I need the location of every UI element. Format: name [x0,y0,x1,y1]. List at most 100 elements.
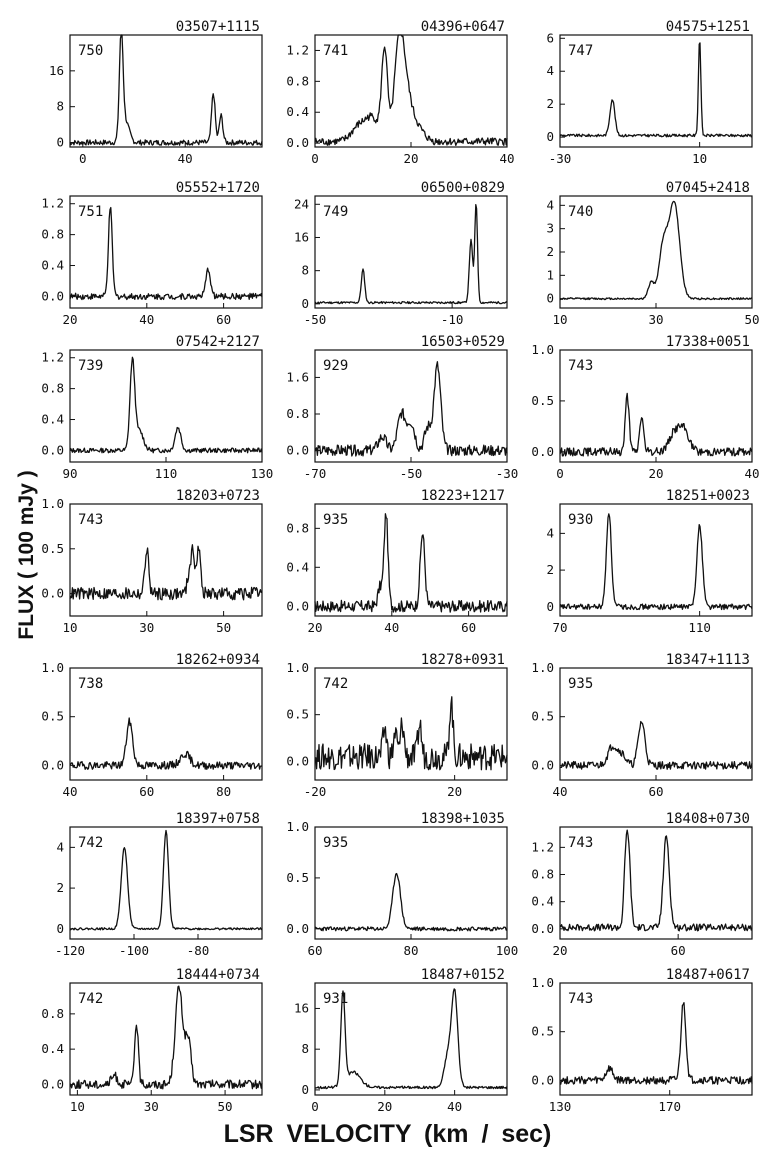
x-tick-label: 10 [62,620,77,635]
x-tick-label: 60 [307,943,322,958]
x-tick-label: 0 [311,151,319,166]
spectrum-line [559,829,753,932]
x-tick-label: 70 [552,620,567,635]
x-tick-label: 40 [447,1099,462,1114]
y-tick-label: 0.4 [41,412,64,427]
panel-id-label: 743 [568,991,593,1007]
panel-title: 18398+1035 [421,811,505,827]
y-tick-label: 16 [294,229,309,244]
spectrum-panel: 04575+1251 747 -30 10 0 2 4 6 [546,19,753,166]
y-tick-label: 4 [56,839,64,854]
spectrum-panel: 18398+1035 935 60 80 100 0.0 0.5 1.0 [286,811,518,958]
spectrum-line [559,42,753,138]
x-tick-label: 20 [403,151,418,166]
panel-title: 18251+0023 [666,488,750,504]
x-tick-label: -30 [549,151,572,166]
spectrum-panel: 18397+0758 742 -120 -100 -80 0 2 4 [55,811,263,958]
x-tick-label: 130 [549,1099,572,1114]
spectrum-panel: 18347+1113 935 40 60 0.0 0.5 1.0 [531,652,753,799]
spectrum-line [69,34,263,146]
spectrum-panel: 17338+0051 743 0 20 40 0.0 0.5 1.0 [531,334,759,481]
y-tick-label: 1.0 [286,819,309,834]
y-tick-label: 1.0 [41,496,64,511]
panel-id-label: 747 [568,43,593,59]
x-tick-label: -50 [400,466,423,481]
plot-frame [314,503,508,617]
x-tick-label: 110 [155,466,178,481]
y-tick-label: 0 [301,296,309,311]
spectrum-panel: 07045+2418 740 10 30 50 0 1 2 3 4 [546,180,759,327]
spectrum-panel: 18262+0934 738 40 60 80 0.0 0.5 1.0 [41,652,263,799]
plot-frame [559,826,753,940]
y-tick-label: 8 [56,99,64,114]
y-tick-label: 0.4 [286,559,309,574]
panel-title: 04575+1251 [666,19,750,35]
plot-frame [69,34,263,148]
y-tick-label: 0.0 [531,444,554,459]
spectrum-line [559,392,753,457]
plot-frame [69,982,263,1096]
plot-frame [69,195,263,309]
x-tick-label: 40 [552,784,567,799]
y-tick-label: 0.5 [531,709,554,724]
y-tick-label: 0 [56,135,64,150]
y-tick-label: 8 [301,263,309,278]
panel-id-label: 749 [323,204,348,220]
y-tick-label: 0.8 [286,520,309,535]
x-tick-label: -10 [441,312,464,327]
y-tick-label: 6 [546,30,554,45]
panel-id-label: 743 [568,835,593,851]
y-tick-label: 1.2 [286,42,309,57]
y-tick-label: 0.0 [41,757,64,772]
y-tick-label: 1.0 [531,342,554,357]
y-tick-label: 0.8 [531,867,554,882]
x-tick-label: 90 [62,466,77,481]
x-tick-label: 20 [552,943,567,958]
spectrum-panel: 03507+1115 750 0 40 0 8 16 [49,19,263,166]
spectrum-panel: 18444+0734 742 10 30 50 0.0 0.4 0.8 [41,967,263,1114]
x-tick-label: 80 [403,943,418,958]
y-tick-label: 1.0 [531,660,554,675]
y-tick-label: 2 [546,244,554,259]
spectrum-panel: 18223+1217 935 20 40 60 0.0 0.4 0.8 [286,488,508,635]
x-tick-label: 40 [744,466,759,481]
x-tick-label: 40 [384,620,399,635]
x-tick-label: 50 [216,620,231,635]
x-tick-label: 10 [692,151,707,166]
panel-title: 17338+0051 [666,334,750,350]
spectrum-line [559,200,753,301]
plot-frame [559,34,753,148]
panel-title: 05552+1720 [176,180,260,196]
x-tick-label: 60 [216,312,231,327]
y-tick-label: 4 [546,63,554,78]
spectrum-panel: 18251+0023 930 70 110 0 2 4 [546,488,753,635]
y-tick-label: 8 [301,1041,309,1056]
y-tick-label: 1.2 [41,196,64,211]
y-tick-label: 0.0 [286,921,309,936]
y-tick-label: 1.0 [286,660,309,675]
spectrum-line [314,872,508,932]
x-tick-label: 100 [496,943,519,958]
panel-title: 18397+0758 [176,811,260,827]
y-tick-label: 0.0 [286,753,309,768]
x-tick-label: 20 [62,312,77,327]
panel-title: 18262+0934 [176,652,260,668]
x-tick-label: 20 [377,1099,392,1114]
panel-id-label: 935 [323,512,348,528]
spectrum-line [314,988,508,1090]
y-tick-label: 0.0 [531,757,554,772]
spectrum-panel: 04396+0647 741 0 20 40 0.0 0.4 0.8 1.2 [286,19,514,166]
y-tick-label: 0 [56,921,64,936]
y-tick-label: 0.4 [286,104,309,119]
plot-frame [69,503,263,617]
panel-title: 07045+2418 [666,180,750,196]
panel-title: 18444+0734 [176,967,260,983]
spectrum-line [69,544,263,601]
spectrum-panel: 06500+0829 749 -50 -10 0 8 16 24 [294,180,508,327]
panel-title: 18203+0723 [176,488,260,504]
y-tick-label: 0 [301,1082,309,1097]
x-tick-label: -50 [304,312,327,327]
spectrum-line [559,1002,753,1085]
